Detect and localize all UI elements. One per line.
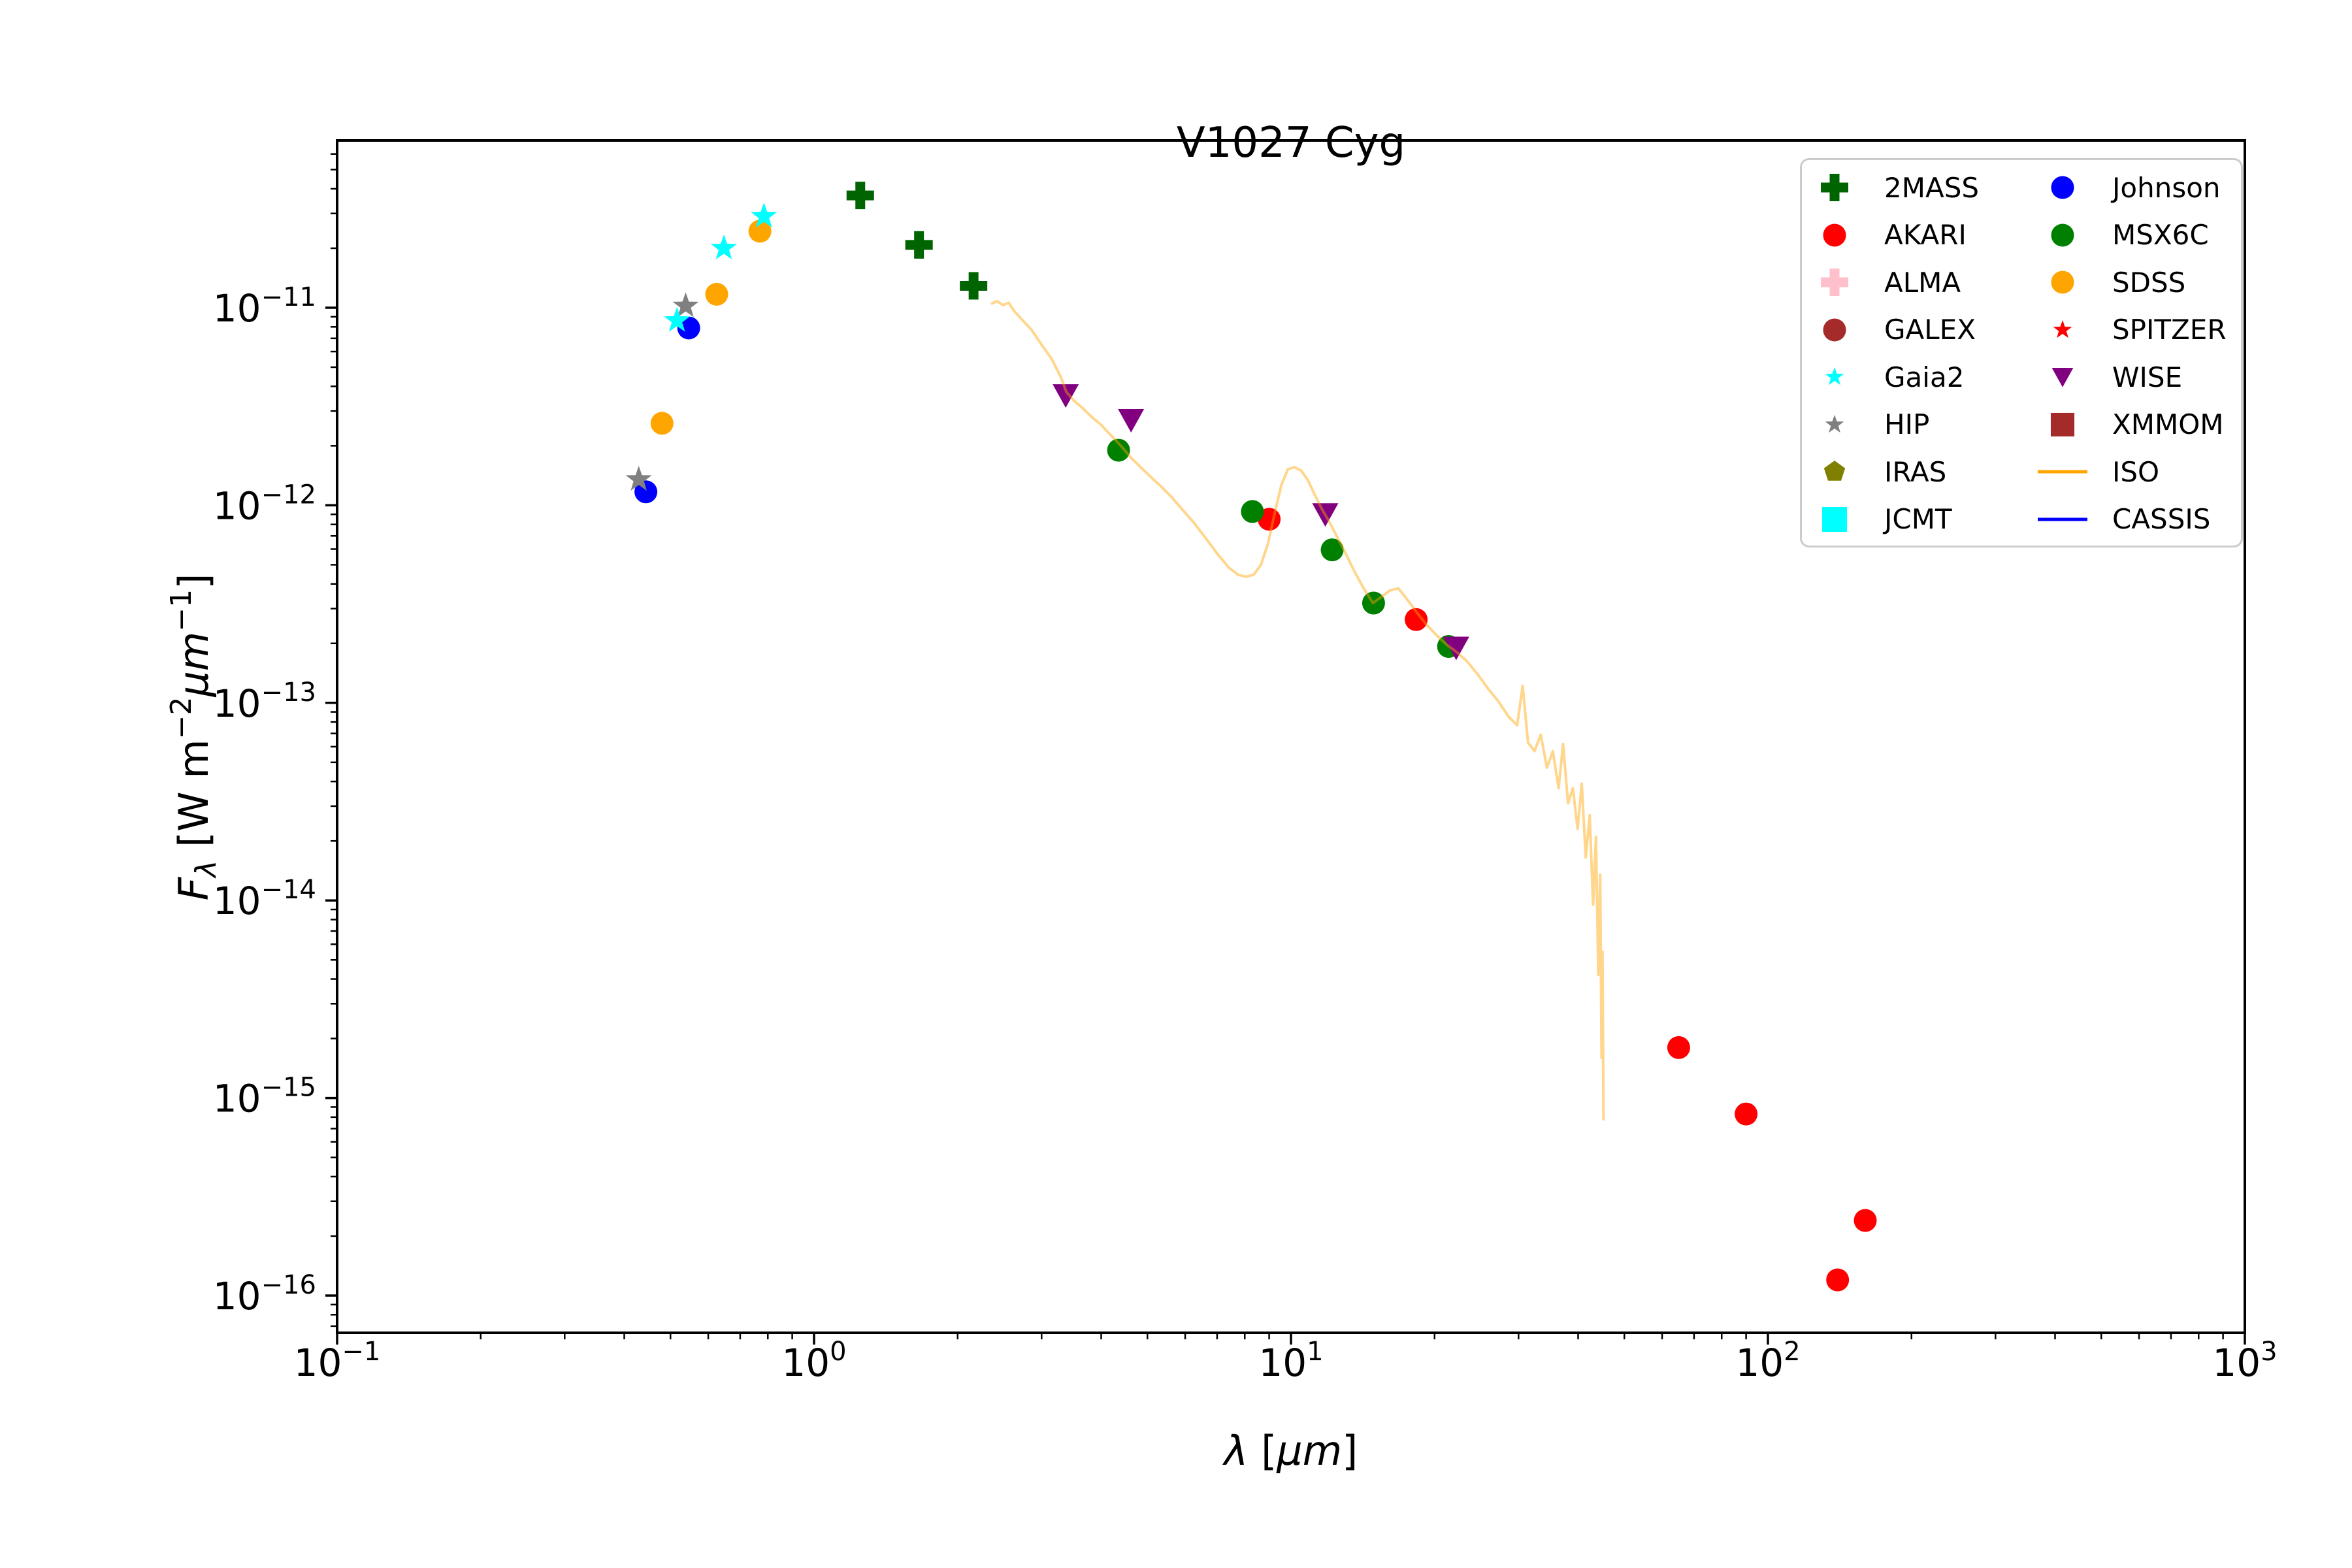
series-johnson	[634, 316, 700, 504]
y-axis-ticks: 10−11 10−12 10−13 10−14 10−15 10−16	[213, 153, 337, 1328]
legend-label: WISE	[2112, 361, 2183, 393]
x-axis-ticks: 10−1 100 101 102 103	[294, 1333, 2278, 1385]
msx6c-marker-icon	[2051, 223, 2074, 247]
legend-item-cassis: CASSIS	[2036, 496, 2241, 544]
legend-label: Johnson	[2112, 171, 2221, 204]
jcmt-marker-icon	[1822, 506, 1847, 532]
akari-marker-icon	[1823, 223, 1846, 247]
legend-label: IRAS	[1884, 455, 1947, 488]
svg-text:10−12: 10−12	[213, 480, 316, 528]
x-axis-label: λ [µm]	[1222, 1427, 1358, 1475]
legend-item-alma: ALMA	[1808, 259, 2036, 306]
svg-text:10−1: 10−1	[294, 1337, 381, 1385]
legend-item-spitzer: SPITZER	[2036, 306, 2241, 354]
series-2mass	[846, 182, 988, 300]
iso-marker-icon	[2038, 470, 2087, 474]
legend-label: SPITZER	[2112, 314, 2227, 346]
iso-spectrum-curve	[990, 299, 1605, 1121]
svg-text:10−15: 10−15	[213, 1073, 316, 1121]
svg-text:100: 100	[781, 1337, 846, 1385]
legend-item-2mass: 2MASS	[1808, 164, 2036, 212]
sdss-marker-icon	[2051, 270, 2074, 294]
cassis-marker-icon	[2038, 517, 2087, 521]
legend-item-xmmom: XMMOM	[2036, 401, 2241, 449]
series-sdss	[650, 220, 772, 435]
legend-item-johnson: Johnson	[2036, 164, 2241, 212]
legend-item-sdss: SDSS	[2036, 259, 2241, 306]
legend-label: 2MASS	[1884, 171, 1980, 204]
legend-item-akari: AKARI	[1808, 212, 2036, 259]
series-wise	[1053, 384, 1469, 661]
plot-title: V1027 Cyg	[1177, 119, 1405, 167]
y-axis-label: Fλ [W m−2µm−1]	[165, 574, 223, 901]
legend-label: HIP	[1884, 408, 1930, 441]
galex-marker-icon	[1823, 318, 1846, 342]
spitzer-marker-icon	[2053, 319, 2072, 338]
wise-marker-icon	[2051, 368, 2074, 387]
2mass-marker-icon	[1821, 174, 1848, 202]
legend-label: XMMOM	[2112, 408, 2224, 441]
series-hip	[625, 292, 699, 491]
series-gaia2	[664, 203, 777, 332]
legend-label: GALEX	[1884, 314, 1976, 346]
legend-label: CASSIS	[2112, 503, 2211, 536]
legend-item-gaia2: Gaia2	[1808, 353, 2036, 401]
svg-text:10−14: 10−14	[213, 875, 316, 923]
hip-marker-icon	[1825, 414, 1844, 433]
legend-label: SDSS	[2112, 266, 2186, 299]
legend-item-jcmt: JCMT	[1808, 496, 2036, 544]
iras-marker-icon	[1823, 461, 1846, 482]
data-series	[625, 182, 1877, 1292]
legend-item-wise: WISE	[2036, 353, 2241, 401]
legend-item-iras: IRAS	[1808, 448, 2036, 496]
legend: 2MASS AKARI ALMA GALEX Gaia2 HIP IRAS JCMT Johns…	[1800, 158, 2243, 547]
legend-label: ALMA	[1884, 266, 1961, 299]
legend-label: JCMT	[1884, 503, 1952, 536]
legend-item-iso: ISO	[2036, 448, 2241, 496]
axes: 10−1 100 101 102 10310−1110−1210−1310−1410−1…	[213, 139, 2278, 1385]
svg-text:102: 102	[1735, 1337, 1800, 1385]
legend-label: Gaia2	[1884, 361, 1965, 393]
svg-text:10−11: 10−11	[213, 282, 316, 331]
legend-label: MSX6C	[2112, 219, 2209, 252]
svg-text:101: 101	[1258, 1337, 1323, 1385]
svg-text:103: 103	[2212, 1337, 2277, 1385]
gaia2-marker-icon	[1825, 367, 1844, 385]
legend-item-galex: GALEX	[1808, 306, 2036, 354]
svg-text:10−13: 10−13	[213, 678, 316, 726]
series-akari	[1258, 508, 1877, 1292]
legend-label: ISO	[2112, 455, 2160, 488]
xmmom-marker-icon	[2050, 412, 2075, 436]
svg-text:10−16: 10−16	[213, 1270, 316, 1318]
legend-item-hip: HIP	[1808, 401, 2036, 449]
johnson-marker-icon	[2051, 176, 2074, 199]
alma-marker-icon	[1821, 269, 1848, 297]
legend-item-msx6c: MSX6C	[2036, 212, 2241, 259]
legend-label: AKARI	[1884, 219, 1967, 252]
